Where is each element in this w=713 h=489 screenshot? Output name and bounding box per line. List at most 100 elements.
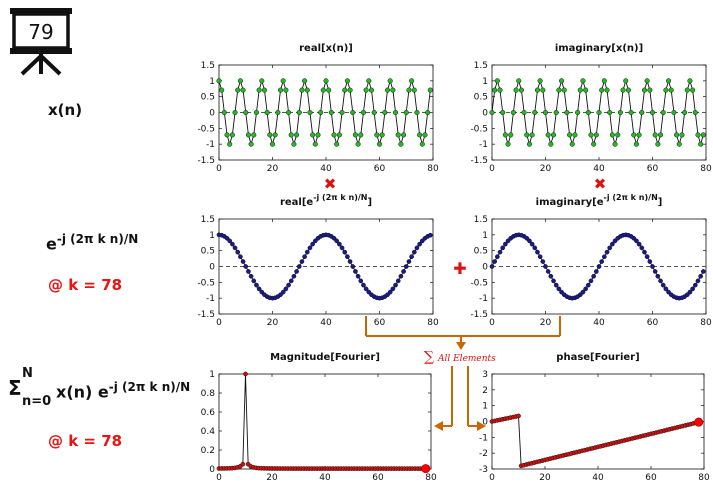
x-tick-label: 80 — [700, 164, 712, 174]
data-point — [639, 109, 645, 116]
data-point — [599, 87, 605, 93]
data-point — [492, 259, 498, 264]
y-tick-label: 0.5 — [201, 247, 215, 257]
k-note-2: @ k = 78 — [48, 432, 123, 450]
data-point — [419, 141, 425, 147]
y-tick-label: -2 — [479, 449, 488, 459]
data-point — [294, 269, 299, 274]
y-tick-label: 0 — [209, 465, 215, 475]
data-point — [521, 109, 527, 116]
data-point — [221, 109, 227, 116]
data-point — [687, 289, 693, 295]
data-point — [655, 141, 661, 147]
data-point — [580, 78, 586, 84]
data-point — [700, 132, 706, 138]
data-point — [224, 132, 230, 138]
chart-imag_e: imaginary[e-j (2π k n)/N] 0 20 40 60 80 1.5 1 0.… — [470, 193, 712, 328]
chart-title: phase[Fourier] — [556, 352, 639, 363]
data-point — [607, 109, 613, 116]
sum-sigma: Σ — [8, 376, 22, 400]
x-tick-label: 80 — [425, 473, 437, 483]
data-point — [427, 87, 433, 93]
data-point — [248, 273, 254, 279]
data-point — [256, 286, 262, 292]
x-tick-label: 60 — [645, 473, 657, 483]
data-point — [427, 232, 433, 238]
data-point — [350, 264, 356, 269]
x-tick-label: 40 — [593, 164, 605, 174]
x-tick-label: 20 — [540, 164, 552, 174]
y-tick-label: -1.5 — [470, 156, 488, 166]
data-point — [401, 132, 407, 138]
data-point — [334, 238, 340, 244]
data-point — [575, 109, 581, 116]
data-point — [684, 87, 690, 93]
data-point — [259, 78, 265, 84]
data-point — [649, 109, 656, 116]
x-tick-label: 0 — [489, 473, 495, 483]
data-point — [535, 249, 540, 255]
data-point — [291, 141, 297, 147]
data-point — [261, 87, 268, 93]
data-point — [674, 132, 680, 138]
data-point — [390, 87, 396, 93]
data-point — [591, 273, 597, 279]
y-tick-label: 1 — [482, 402, 488, 412]
data-point — [425, 109, 431, 116]
data-point — [494, 78, 500, 84]
chart-title: real[e-j (2π k n)/N] — [280, 193, 372, 208]
data-point — [235, 249, 241, 255]
add-icon: ✚ — [453, 259, 466, 278]
y-tick-label: -1.5 — [197, 310, 215, 320]
x-tick-label: 80 — [700, 318, 712, 328]
data-point — [376, 141, 383, 147]
x-tick-label: 60 — [647, 164, 659, 174]
data-point — [625, 87, 631, 93]
data-point — [331, 132, 337, 138]
data-point — [379, 132, 385, 138]
y-tick-label: 0.5 — [474, 93, 488, 103]
xn-label: x(n) — [48, 101, 83, 119]
data-point — [588, 132, 594, 138]
y-tick-label: 0 — [482, 263, 488, 273]
data-point — [516, 78, 522, 84]
data-point — [636, 241, 642, 247]
data-point — [593, 269, 599, 274]
y-tick-label: 0.2 — [201, 446, 215, 456]
data-point — [569, 141, 575, 147]
data-point — [347, 87, 353, 93]
x-tick-label: 0 — [216, 164, 222, 174]
data-point — [245, 132, 251, 138]
data-point — [307, 109, 313, 116]
x-tick-label: 60 — [374, 318, 386, 328]
data-point — [422, 132, 428, 138]
data-point — [240, 461, 246, 467]
data-point — [371, 109, 377, 116]
chart-title: imaginary[e-j (2π k n)/N] — [536, 193, 663, 208]
sum-exp-sup: -j (2π k n)/N — [108, 380, 191, 394]
data-point — [540, 87, 546, 93]
data-point — [583, 286, 588, 292]
data-point — [358, 132, 364, 138]
data-point — [299, 87, 305, 93]
chart-title: Magnitude[Fourier] — [270, 352, 380, 363]
data-point — [641, 87, 648, 93]
data-point — [527, 238, 532, 244]
data-point — [403, 264, 409, 269]
data-point — [636, 132, 642, 138]
data-point — [604, 249, 610, 255]
data-point — [230, 241, 235, 247]
data-point — [240, 259, 246, 264]
data-point — [692, 109, 698, 116]
y-tick-label: 1.5 — [201, 61, 215, 71]
data-point — [238, 254, 243, 260]
data-point — [551, 278, 556, 284]
x-tick-label: 40 — [593, 318, 605, 328]
data-point — [489, 109, 495, 116]
data-point — [248, 141, 254, 147]
arrow-right-head — [477, 421, 486, 431]
data-point — [360, 109, 367, 116]
data-point — [698, 273, 704, 279]
data-point — [540, 259, 546, 264]
